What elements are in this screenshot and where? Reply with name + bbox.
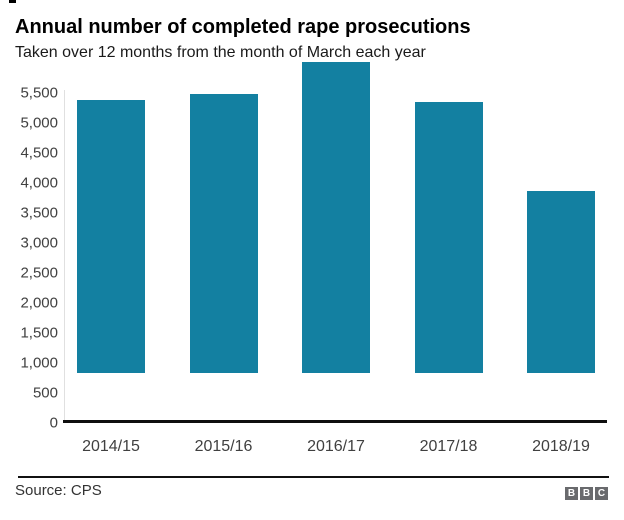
bbc-logo-block: B <box>580 487 593 500</box>
bar-2016-17 <box>302 62 370 373</box>
y-axis-tick-label: 4,500 <box>20 144 58 162</box>
crop-artifact <box>9 0 16 3</box>
y-axis-tick-label: 1,500 <box>20 324 58 342</box>
bar-2015-16 <box>189 94 258 373</box>
bar-2017-18 <box>414 102 483 373</box>
bar-2014-15 <box>77 100 145 373</box>
bbc-logo-block: C <box>595 487 608 500</box>
bar-2018-19 <box>527 191 595 373</box>
source-label: Source: CPS <box>15 482 102 499</box>
x-axis-category-label: 2018/19 <box>532 438 590 455</box>
x-axis-category-label: 2015/16 <box>194 438 253 455</box>
y-axis-tick-label: 2,000 <box>20 294 58 312</box>
y-axis-tick-label: 0 <box>49 414 58 432</box>
chart-title: Annual number of completed rape prosecut… <box>15 16 471 38</box>
y-axis-tick-label: 4,000 <box>20 174 58 192</box>
y-axis-tick-label: 3,500 <box>20 204 58 222</box>
plot-area: 0 500 1,000 1,500 2,000 2,500 3,000 3,500 4,000 4… <box>20 62 607 455</box>
x-axis-category-label: 2017/18 <box>419 438 478 455</box>
bbc-logo-block: B <box>565 487 578 500</box>
y-axis-tick-label: 500 <box>32 384 58 402</box>
x-axis-category-label: 2014/15 <box>82 438 140 455</box>
x-axis-baseline <box>63 420 607 423</box>
y-axis-line <box>64 90 65 423</box>
y-axis-tick-label: 1,000 <box>20 354 58 372</box>
chart-subtitle: Taken over 12 months from the month of M… <box>15 44 426 61</box>
y-axis-tick-label: 2,500 <box>20 264 58 282</box>
x-axis-category-label: 2016/17 <box>307 438 365 455</box>
y-axis-tick-label: 5,500 <box>20 84 58 102</box>
y-axis-tick-label: 5,000 <box>20 114 58 132</box>
y-axis-tick-label: 3,000 <box>20 234 58 252</box>
footer-divider <box>18 476 609 478</box>
